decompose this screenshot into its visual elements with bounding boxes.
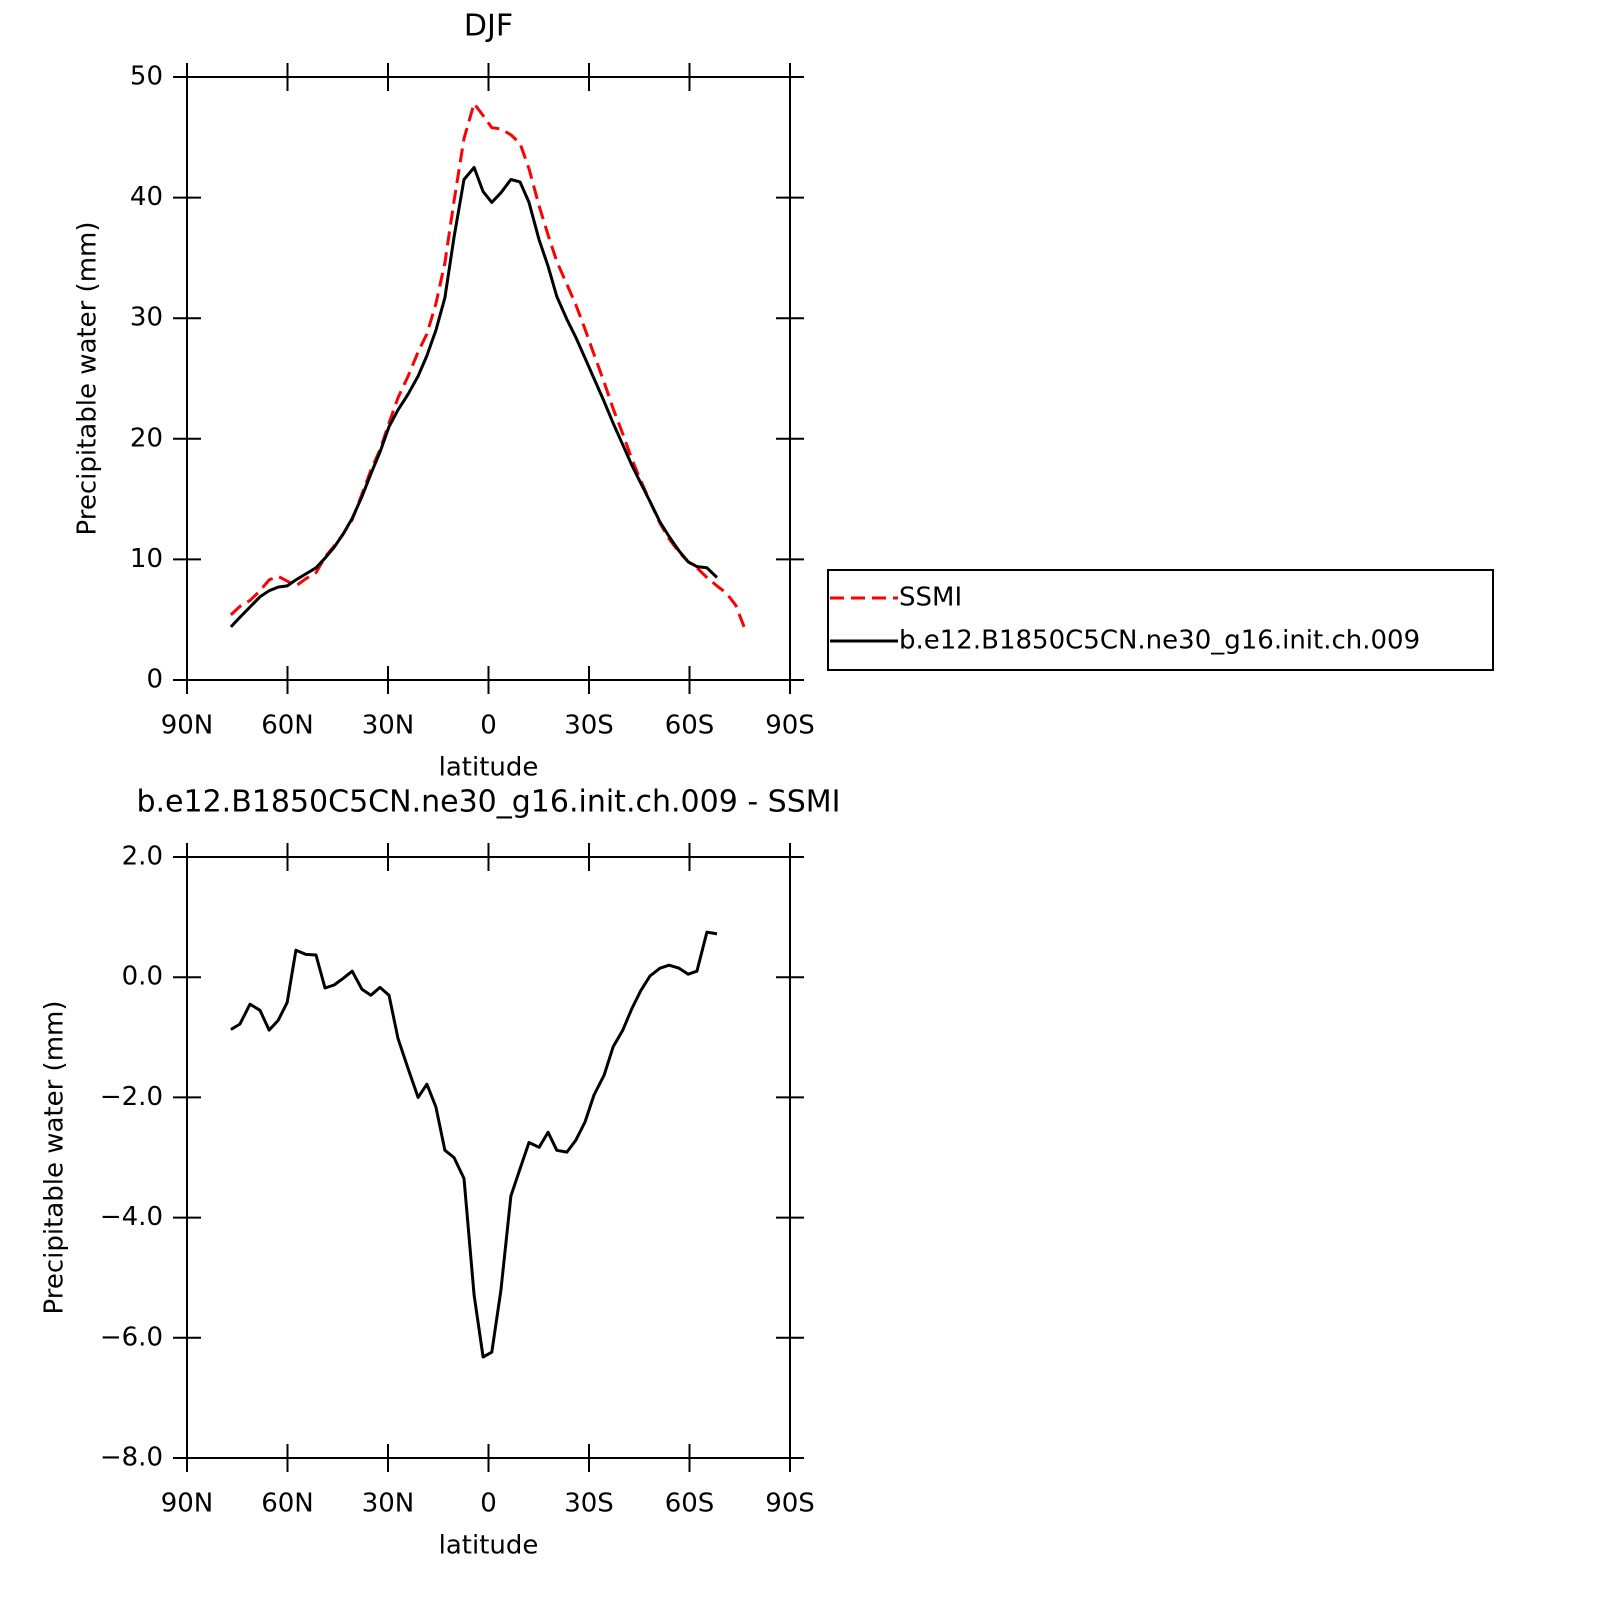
x-axis-label: latitude: [439, 1531, 539, 1561]
x-tick-label: 60N: [261, 1489, 314, 1519]
y-tick-label: 20: [130, 423, 163, 453]
y-tick-label: 40: [130, 182, 163, 212]
plot-frame: [186, 856, 791, 1459]
legend-label: b.e12.B1850C5CN.ne30_g16.init.ch.009: [899, 626, 1420, 656]
x-tick-label: 30N: [362, 1489, 415, 1519]
y-tick-label: −6.0: [100, 1322, 163, 1352]
x-tick-label: 90S: [765, 711, 815, 741]
y-tick-label: 30: [130, 303, 163, 333]
y-tick-label: 0: [146, 665, 163, 695]
y-tick-label: −2.0: [100, 1082, 163, 1112]
y-tick-label: −4.0: [100, 1202, 163, 1232]
y-axis-label: Precipitable water (mm): [73, 222, 103, 536]
y-tick-label: 0.0: [122, 962, 163, 992]
x-tick-label: 30S: [564, 1489, 614, 1519]
x-tick-label: 90N: [161, 711, 214, 741]
x-tick-label: 60S: [665, 1489, 715, 1519]
chart-title: b.e12.B1850C5CN.ne30_g16.init.ch.009 - S…: [136, 785, 840, 820]
legend-box: [827, 569, 1494, 671]
legend-label: SSMI: [899, 583, 962, 613]
x-tick-label: 60S: [665, 711, 715, 741]
data-line: [229, 102, 746, 628]
y-tick-label: 2.0: [122, 842, 163, 872]
chart-title: DJF: [464, 9, 513, 44]
x-tick-label: 90N: [161, 1489, 214, 1519]
x-tick-label: 60N: [261, 711, 314, 741]
x-tick-label: 30N: [362, 711, 415, 741]
y-tick-label: 10: [130, 544, 163, 574]
data-line: [230, 930, 718, 1359]
x-tick-label: 0: [480, 1489, 497, 1519]
y-tick-label: −8.0: [100, 1443, 163, 1473]
x-axis-label: latitude: [439, 753, 539, 783]
x-tick-label: 30S: [564, 711, 614, 741]
x-tick-label: 0: [480, 711, 497, 741]
y-tick-label: 50: [130, 62, 163, 92]
x-tick-label: 90S: [765, 1489, 815, 1519]
data-line: [229, 166, 719, 628]
plot-frame: [186, 76, 791, 681]
y-axis-label: Precipitable water (mm): [40, 1001, 70, 1315]
